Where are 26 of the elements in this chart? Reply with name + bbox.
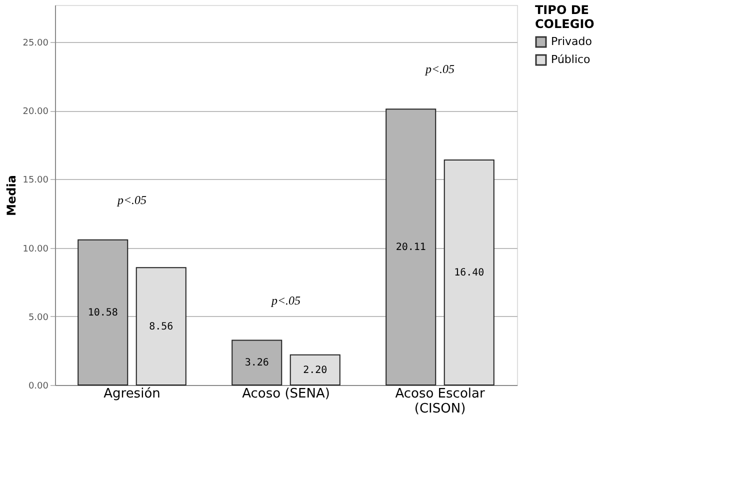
annotation: p<.05 [270, 293, 301, 308]
annotation: p<.05 [424, 62, 455, 76]
x-tick-label: Agresión [104, 386, 160, 402]
legend-title: TIPO DE COLEGIO [535, 3, 594, 31]
data-label: 3.26 [244, 358, 269, 369]
bar [444, 160, 494, 386]
legend-label: Público [551, 53, 591, 66]
data-label: 20.11 [396, 242, 426, 254]
data-label: 2.20 [303, 364, 328, 376]
y-tick-label: 10.00 [22, 244, 49, 254]
bar [232, 340, 282, 386]
y-tick-label: 5.00 [28, 312, 49, 323]
annotation: p<.05 [116, 192, 147, 207]
data-label: 10.58 [88, 307, 118, 318]
y-tick-label: 15.00 [22, 176, 49, 186]
bar [136, 267, 186, 386]
y-tick-label: 25.00 [22, 38, 49, 49]
y-tick-label: 0.00 [28, 382, 49, 392]
data-label: 8.56 [149, 321, 174, 332]
y-tick-label: 20.00 [22, 107, 49, 118]
x-tick-label: Acoso Escolar (CISON) [395, 386, 486, 416]
bar [290, 354, 340, 386]
legend-label: Privado [551, 35, 592, 48]
data-label: 16.40 [454, 268, 484, 279]
x-tick-label: Acoso (SENA) [242, 386, 330, 402]
y-axis-title: Media [4, 175, 19, 216]
